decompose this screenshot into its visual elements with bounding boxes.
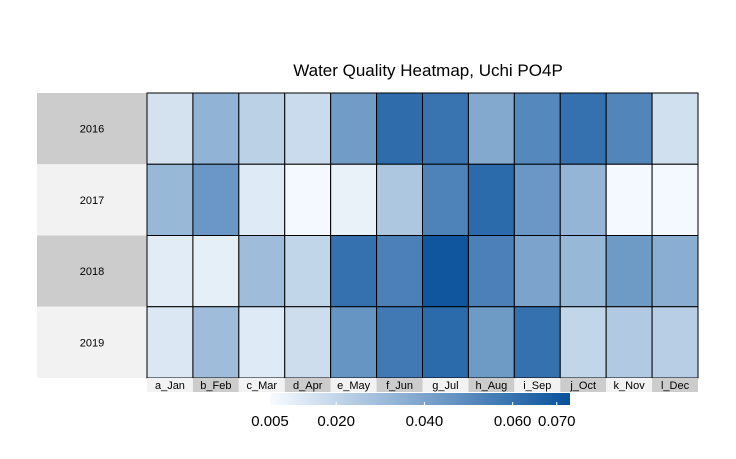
heatmap-cell: [376, 306, 424, 379]
column-label: k_Nov: [614, 380, 646, 392]
heatmap-cell: [513, 306, 561, 379]
heatmap-cell: [422, 92, 469, 165]
column-labels: a_Jan b_Feb c_Mar d_Apr e_May f_Jun g_Jul h_Aug…: [147, 378, 698, 392]
heatmap-cell: [238, 92, 286, 165]
column-label-bg: [560, 378, 607, 392]
heatmap-cell: [467, 92, 515, 165]
column-label-bg: [330, 378, 377, 392]
legend-tick-label: 0.070: [538, 413, 576, 430]
row-labels: 2016 2017 2018 2019: [37, 93, 147, 378]
heatmap-cell: [192, 235, 240, 308]
heatmap-cell: [513, 163, 561, 236]
heatmap-cell: [284, 92, 332, 165]
heatmap-cell: [513, 92, 561, 165]
heatmap-cell: [284, 306, 332, 379]
column-label: i_Sep: [523, 380, 551, 392]
chart-title: Water Quality Heatmap, Uchi PO4P: [293, 61, 563, 80]
heatmap-cell: [192, 163, 240, 236]
column-label-bg: [147, 378, 193, 392]
heatmap-cell: [192, 92, 240, 165]
heatmap-cell: [422, 235, 469, 308]
heatmap-cell: [330, 306, 378, 379]
heatmap-cell: [284, 235, 332, 308]
heatmap-cell: [146, 163, 194, 236]
heatmap-cell: [651, 92, 699, 165]
column-label-bg: [192, 378, 239, 392]
column-label: l_Dec: [661, 380, 690, 392]
heatmap-cell: [422, 306, 469, 379]
column-label: e_May: [337, 380, 371, 392]
column-label-bg: [284, 378, 331, 392]
legend-color-bar: [270, 393, 570, 405]
column-label-bg: [606, 378, 653, 392]
column-label-bg: [514, 378, 561, 392]
column-label: g_Jul: [432, 380, 458, 392]
heatmap-cell: [238, 235, 286, 308]
heatmap-cell: [284, 163, 332, 236]
column-label: a_Jan: [155, 380, 185, 392]
heatmap-cell: [605, 92, 653, 165]
heatmap-cell: [146, 306, 194, 379]
heatmap-cell: [238, 163, 286, 236]
row-label: 2017: [80, 195, 104, 207]
heatmap-cell: [513, 235, 561, 308]
heatmap-cells: [146, 92, 699, 379]
heatmap-cell: [651, 306, 699, 379]
column-label: b_Feb: [200, 380, 231, 392]
heatmap-cell: [651, 235, 699, 308]
heatmap-cell: [559, 92, 607, 165]
column-label-bg: [422, 378, 469, 392]
legend-tick-label: 0.020: [317, 413, 355, 430]
heatmap-cell: [376, 235, 424, 308]
heatmap-cell: [605, 235, 653, 308]
heatmap-cell: [422, 163, 469, 236]
heatmap-cell: [330, 235, 378, 308]
legend-tick-label: 0.040: [406, 413, 444, 430]
heatmap-cell: [651, 163, 699, 236]
row-label-bg: [37, 235, 147, 307]
heatmap-cell: [559, 235, 607, 308]
column-label-bg: [376, 378, 423, 392]
column-label: d_Apr: [293, 380, 323, 392]
heatmap-cell: [376, 163, 424, 236]
column-label: h_Aug: [475, 380, 507, 392]
row-label: 2018: [80, 266, 104, 278]
heatmap-cell: [330, 92, 378, 165]
heatmap-cell: [330, 163, 378, 236]
column-label: j_Oct: [569, 380, 596, 392]
heatmap-cell: [376, 92, 424, 165]
row-label: 2019: [80, 337, 104, 349]
row-label-bg: [37, 164, 147, 236]
row-label-bg: [37, 93, 147, 165]
heatmap-cell: [146, 235, 194, 308]
row-label: 2016: [80, 124, 104, 136]
color-legend: 0.005 0.020 0.040 0.060 0.070: [251, 393, 576, 430]
column-label: c_Mar: [247, 380, 278, 392]
heatmap-cell: [192, 306, 240, 379]
heatmap-cell: [238, 306, 286, 379]
heatmap-cell: [467, 306, 515, 379]
heatmap-cell: [559, 163, 607, 236]
column-label-bg: [468, 378, 515, 392]
column-label: f_Jun: [386, 380, 413, 392]
legend-tick-label: 0.060: [494, 413, 532, 430]
column-label-bg: [238, 378, 285, 392]
heatmap-cell: [467, 163, 515, 236]
heatmap-cell: [559, 306, 607, 379]
row-label-bg: [37, 306, 147, 378]
heatmap-cell: [605, 306, 653, 379]
column-label-bg: [652, 378, 698, 392]
heatmap-cell: [467, 235, 515, 308]
legend-tick-label: 0.005: [251, 413, 289, 430]
heatmap-cell: [146, 92, 194, 165]
heatmap-cell: [605, 163, 653, 236]
